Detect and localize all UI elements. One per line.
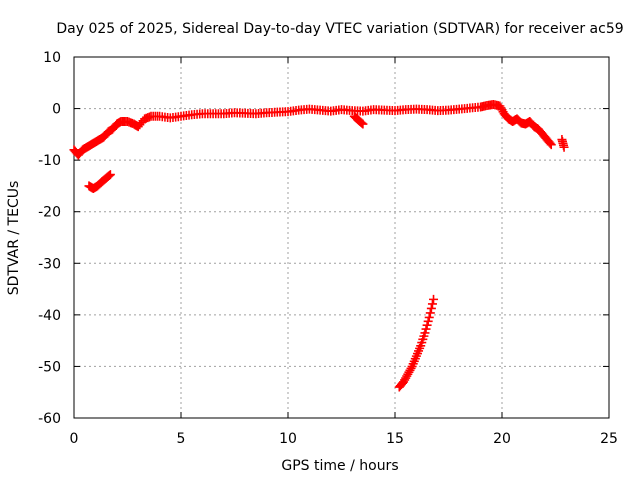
data-point [427,299,437,309]
series-tail-near-23h [557,135,569,152]
chart-title: Day 025 of 2025, Sidereal Day-to-day VTE… [56,21,623,37]
y-tick-labels: 10 0 -10 -20 -30 -40 -50 -60 [38,50,61,427]
data-point [423,316,433,326]
y-tick-label: -30 [38,256,61,272]
x-axis-label: GPS time / hours [281,458,398,474]
data-point [421,324,431,334]
series-dip-near-13h [349,111,368,129]
data-point [426,303,436,313]
series-short-low-arc [84,170,115,194]
data-point [103,171,113,181]
data-point [496,103,506,113]
series-steep-arc [394,294,439,392]
series-main-trace [69,99,556,160]
data-point [546,140,556,150]
y-tick-label: 10 [43,50,61,66]
data-point [402,371,412,381]
plot-frame [73,56,610,419]
y-tick-label: 0 [52,102,61,118]
x-tick-label: 10 [279,431,297,447]
data-point [405,365,415,375]
data-point [401,373,411,383]
data-point [420,328,430,338]
data-point [429,294,439,304]
x-tick-labels: 0 5 10 15 20 25 [70,431,618,447]
x-tick-label: 0 [70,431,79,447]
y-tick-label: -40 [38,308,61,324]
y-tick-label: -20 [38,205,61,221]
data-point [422,320,432,330]
data-point [424,312,434,322]
data-point [104,170,114,180]
x-tick-label: 20 [493,431,511,447]
data-point [357,118,367,128]
data-point [425,308,435,318]
data-point [559,142,569,152]
x-tick-label: 25 [600,431,618,447]
data-point [399,377,409,387]
data-point [497,105,507,115]
data-point [356,117,366,127]
y-tick-label: -60 [38,411,61,427]
data-point [105,170,115,180]
data-point [495,101,505,111]
grid-lines [74,57,609,418]
data-point [404,367,414,377]
data-point [406,363,416,373]
data-point [400,375,410,385]
y-axis-label: SDTVAR / TECUs [6,181,22,296]
data-points [69,99,569,392]
x-tick-label: 5 [177,431,186,447]
data-point [403,369,413,379]
axis-ticks [73,56,610,419]
y-tick-label: -10 [38,153,61,169]
data-point [358,119,368,129]
data-point [545,138,555,148]
x-tick-label: 15 [386,431,404,447]
y-tick-label: -50 [38,359,61,375]
